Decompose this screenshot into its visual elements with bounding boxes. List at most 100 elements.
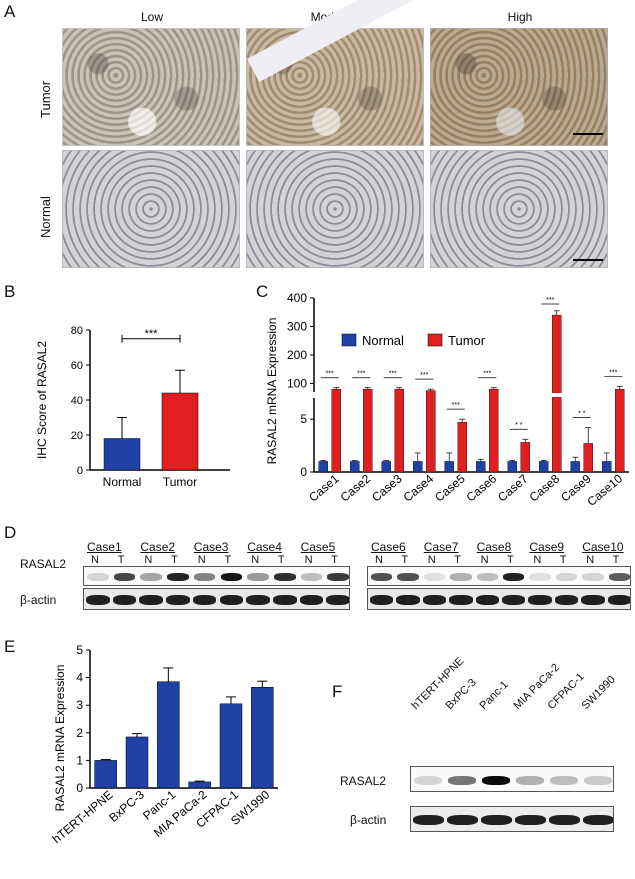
band <box>273 573 296 581</box>
y-axis-label: RASAL2 mRNA Expression <box>265 318 279 465</box>
ihc-image-normal-low <box>62 150 240 268</box>
x-tick-label: Normal <box>103 475 142 489</box>
scale-bar <box>573 133 603 135</box>
y-tick-label: 300 <box>287 319 307 333</box>
panel-label-d: D <box>4 523 17 542</box>
bar <box>457 422 467 473</box>
case-label: Case2 <box>140 540 176 554</box>
blot-rasal2 <box>367 566 631 586</box>
x-tick-label: Case3 <box>369 471 405 504</box>
band <box>447 815 478 825</box>
lane-label-n: N <box>375 554 383 566</box>
bar <box>94 760 117 789</box>
lane-label-n: N <box>197 554 206 566</box>
band <box>192 595 217 605</box>
bar <box>125 736 149 789</box>
blot-beta-actin <box>367 588 631 610</box>
band <box>584 776 612 785</box>
band <box>608 573 630 581</box>
row-label-tumor: Tumor <box>38 80 53 118</box>
bar <box>426 390 436 473</box>
band <box>139 595 164 605</box>
band <box>475 595 499 605</box>
significance-label: *** <box>389 371 397 378</box>
case-label: Case7 <box>423 540 459 554</box>
lane-label-t: T <box>507 554 514 566</box>
row-label-rasal2: RASAL2 <box>20 557 67 571</box>
band <box>167 573 189 581</box>
lane-label-n: N <box>533 554 542 566</box>
blot-beta-actin <box>83 588 350 610</box>
band <box>247 573 269 581</box>
significance-label: *** <box>145 328 159 340</box>
band <box>449 595 473 605</box>
bar <box>161 392 199 471</box>
y-axis-label: RASAL2 mRNA Expression <box>53 665 67 812</box>
x-tick-label: BxPC-3 <box>106 787 147 825</box>
band <box>414 776 442 785</box>
band <box>581 595 605 605</box>
y-tick-label: 200 <box>287 348 307 362</box>
significance-label: *** <box>452 402 460 409</box>
significance-label: *** <box>609 369 617 376</box>
significance-label: *** <box>326 371 334 378</box>
case-label: Case9 <box>529 540 565 554</box>
band <box>554 595 579 605</box>
y-tick-label: 2 <box>76 726 83 740</box>
significance-label: * * <box>515 422 523 429</box>
row-label-beta-actin: β-actin <box>20 593 57 607</box>
band <box>371 573 393 581</box>
bar <box>318 461 328 473</box>
band <box>140 573 163 581</box>
band <box>607 595 630 605</box>
band <box>193 573 216 581</box>
row-label-normal: Normal <box>38 196 53 238</box>
scale-bar <box>573 259 603 261</box>
band <box>86 595 110 605</box>
y-tick-label: 40 <box>71 395 83 407</box>
x-tick-label: Case8 <box>527 471 563 504</box>
band <box>396 595 420 605</box>
band <box>370 595 394 605</box>
bar <box>507 461 517 473</box>
lane-label-n: N <box>480 554 489 566</box>
lane-label-t: T <box>171 554 178 566</box>
band <box>482 776 510 785</box>
ihc-image-normal-moderate <box>246 150 424 268</box>
band <box>219 595 244 605</box>
lane-label-n: N <box>91 554 99 566</box>
legend-label-normal: Normal <box>362 333 404 348</box>
bar <box>219 703 243 789</box>
bar <box>381 461 391 473</box>
band <box>422 595 447 605</box>
ihc-image-tumor-low <box>62 28 240 146</box>
legend-swatch-tumor <box>427 333 443 347</box>
case-label: Case1 <box>87 540 122 554</box>
panel-label-f: F <box>332 682 343 701</box>
y-tick-label: 5 <box>76 643 83 657</box>
y-tick-label: 0 <box>300 465 307 479</box>
y-tick-label: 0 <box>77 465 83 477</box>
row-label-rasal2: RASAL2 <box>340 774 387 788</box>
blot-rasal2 <box>83 566 350 586</box>
bar <box>583 443 593 473</box>
bar <box>331 388 341 473</box>
band <box>555 573 578 581</box>
lane-label-n: N <box>427 554 436 566</box>
case-label: Case4 <box>247 540 282 554</box>
y-tick-label: 80 <box>71 325 83 337</box>
x-tick-label: Case4 <box>401 471 437 504</box>
bar <box>157 681 180 789</box>
band <box>448 776 476 785</box>
legend-swatch-normal <box>341 333 357 347</box>
ihc-image-normal-high <box>430 150 608 268</box>
significance-label: *** <box>546 297 554 304</box>
band <box>476 573 498 581</box>
case-label: Case8 <box>476 540 512 554</box>
bar <box>444 461 454 473</box>
lane-label-t: T <box>454 554 461 566</box>
band <box>326 595 349 605</box>
y-tick-label: 400 <box>287 291 307 305</box>
bar <box>363 388 373 473</box>
